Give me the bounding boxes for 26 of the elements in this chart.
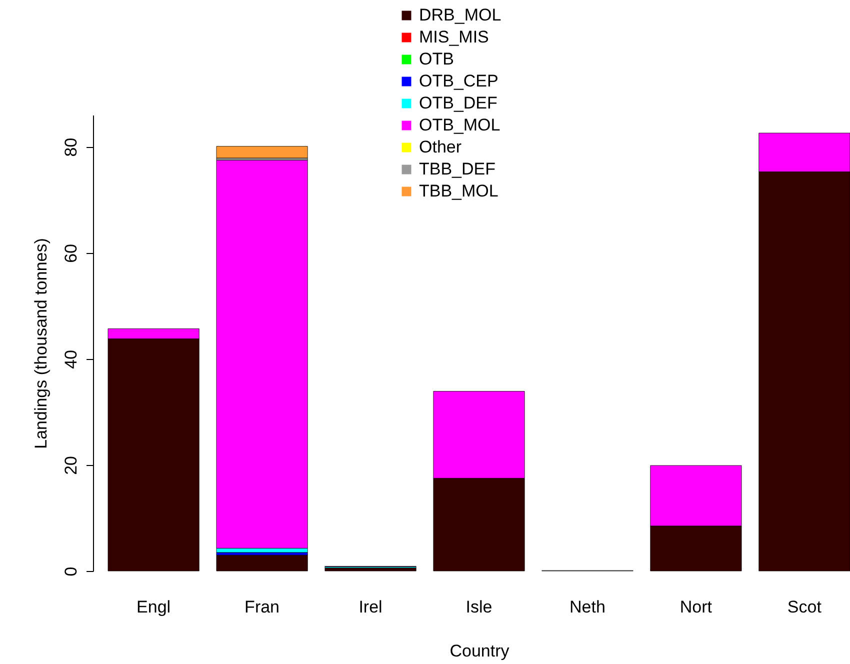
- x-tick-label: Neth: [570, 598, 606, 616]
- x-tick-label: Isle: [466, 598, 492, 616]
- legend-label: OTB_DEF: [419, 94, 498, 112]
- bar: [216, 554, 308, 572]
- y-tick-label: 0: [62, 566, 80, 576]
- legend-label: OTB_MOL: [419, 116, 500, 134]
- legend-label: MIS_MIS: [419, 28, 489, 46]
- y-tick-label: 80: [62, 138, 80, 157]
- x-tick-label: Nort: [680, 598, 712, 616]
- x-tick-label: Scot: [787, 598, 822, 616]
- legend-label: DRB_MOL: [419, 6, 502, 24]
- y-axis-title: Landings (thousand tonnes): [32, 238, 50, 449]
- legend-label: OTB_CEP: [419, 72, 498, 90]
- y-tick-label: 20: [62, 456, 80, 475]
- x-axis-title: Country: [450, 642, 510, 660]
- legend-label: TBB_DEF: [419, 160, 496, 178]
- legend-label: Other: [419, 138, 462, 156]
- legend-label: TBB_MOL: [419, 182, 498, 200]
- x-tick-label: Fran: [244, 598, 280, 616]
- x-tick-label: Irel: [358, 598, 382, 616]
- x-tick-label: Engl: [136, 598, 171, 616]
- legend-label: OTB: [419, 50, 454, 68]
- bar: [324, 568, 416, 572]
- y-tick-label: 60: [62, 244, 80, 263]
- bar: [216, 146, 308, 158]
- y-tick-label: 40: [62, 350, 80, 369]
